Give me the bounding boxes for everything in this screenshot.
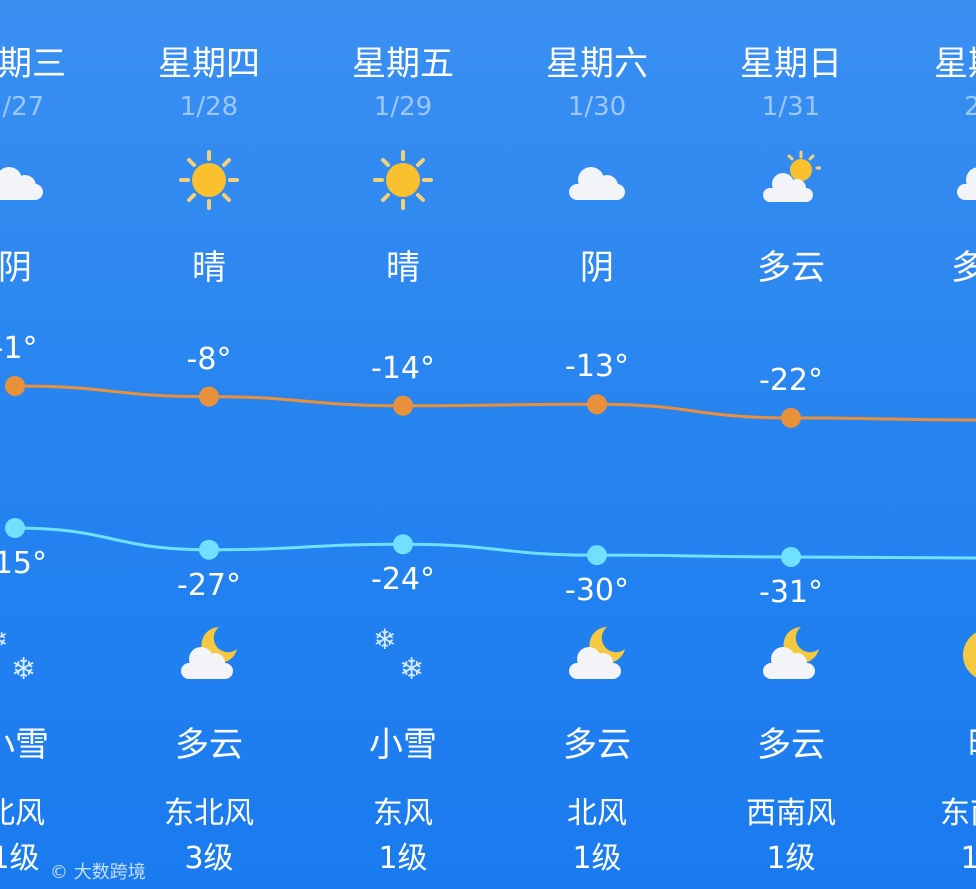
sun-icon [179,150,239,210]
watermark-logo-icon: © [50,862,68,883]
low-temp-line [14,526,976,560]
high-temp-point [199,386,219,407]
night-weather-label: 多云 [175,725,243,765]
wind-level-label: 1级 [572,841,622,876]
night-weather-label: 小雪 [0,725,49,765]
day-column: 星期日 1/31 多云 多云 西南风 1级 [694,0,888,889]
weekday-label: 星期一 [934,44,976,84]
high-temp-line [14,384,976,422]
wind-direction-label: 东北风 [164,796,254,831]
svg-text:❄: ❄ [11,652,36,685]
date-label: 1/29 [373,92,433,122]
svg-text:❄: ❄ [0,625,8,656]
high-temp-point [393,395,413,416]
high-temp-label: -1° [0,331,38,366]
wind-level-label: 1级 [378,841,428,876]
date-label: 1/30 [567,92,627,122]
date-label: 1/27 [0,92,45,122]
high-temp-label: -14° [371,350,435,386]
weekday-label: 星期三 [0,44,66,84]
day-column: 星期四 1/28 晴 多云 东北风 3级 [112,0,306,889]
moon-icon [955,625,976,685]
wind-direction-label: 北风 [567,796,627,831]
moon-cloud-icon [761,625,821,685]
day-weather-label: 多云 [757,248,825,288]
low-temp-label: -27° [177,567,241,603]
day-column: 星期一 2/1 多云 晴 东南风 1级 [888,0,976,889]
low-temp-label: -31° [759,574,823,610]
wind-level-label: 1级 [0,841,40,876]
svg-text:❄: ❄ [373,625,396,656]
date-label: 1/28 [179,92,239,122]
weekday-label: 星期六 [546,44,648,84]
high-temp-label: -22° [759,362,823,398]
date-label: 1/31 [761,92,821,122]
weekday-label: 星期五 [352,44,454,84]
wind-direction-label: 北风 [0,796,45,831]
date-label: 2/1 [964,92,976,122]
low-temp-point [199,539,219,560]
low-temp-point [393,534,413,555]
high-temp-point [781,407,801,428]
weekday-label: 星期四 [158,44,260,84]
wind-level-label: 3级 [184,841,234,876]
moon-cloud-icon [179,625,239,685]
snow-icon: ❄❄ [0,623,45,687]
wind-direction-label: 东南风 [940,796,976,831]
moon-cloud-icon [567,625,627,685]
day-column: 星期六 1/30 阴 多云 北风 1级 [500,0,694,889]
weekday-label: 星期日 [740,44,842,84]
high-temp-point [5,376,25,396]
night-weather-label: 多云 [563,725,631,765]
high-temp-point [587,394,607,415]
watermark: © 大数跨境 [50,862,146,883]
day-column: 星期三 1/27 阴 ❄❄ 小雪 北风 1级 [0,0,112,889]
high-temp-label: -13° [565,349,629,385]
overcast-cloud-icon [567,150,627,210]
wind-direction-label: 东风 [373,796,433,831]
night-weather-label: 小雪 [369,725,437,765]
overcast-cloud-icon [0,150,45,210]
high-temp-label: -8° [186,341,232,377]
low-temp-label: -24° [371,562,435,598]
low-temp-point [587,545,607,566]
day-weather-label: 多云 [951,248,976,288]
snow-icon: ❄❄ [373,623,433,687]
svg-text:❄: ❄ [399,652,424,685]
low-temp-label: -15° [0,546,47,581]
low-temp-label: -30° [565,573,629,609]
overcast-cloud-icon [955,150,976,210]
wind-level-label: 1级 [960,841,976,876]
day-weather-label: 阴 [0,248,32,288]
night-weather-label: 多云 [757,725,825,765]
wind-direction-label: 西南风 [746,796,836,831]
day-weather-label: 阴 [580,248,614,288]
wind-level-label: 1级 [766,841,816,876]
day-weather-label: 晴 [192,248,226,288]
day-weather-label: 晴 [386,248,420,288]
sun-icon [373,150,433,210]
night-weather-label: 晴 [888,717,976,766]
low-temp-point [781,546,801,567]
day-column: 星期五 1/29 晴 ❄ ❄ 小雪 东风 1级 [306,0,500,889]
sun-cloud-icon [761,150,823,210]
low-temp-point [5,518,25,538]
